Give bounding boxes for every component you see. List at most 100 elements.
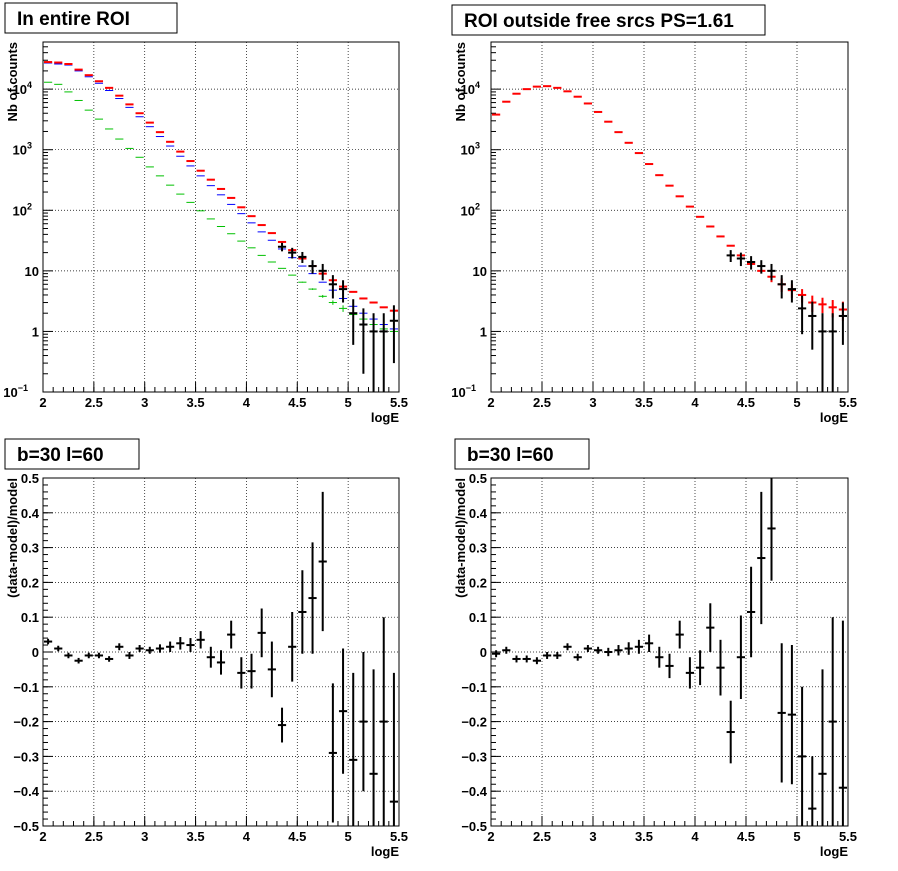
data-point [125,652,134,659]
x-tick-label: 3.5 [635,395,653,410]
chart-pad-2: 2 2.5 3 3.5 4 4.5 5 5.5 10−1 1 10 102 103 104 logE Nb o… [451,4,857,425]
y-tick-label: 0.5 [469,471,487,486]
data-point [44,638,53,645]
y-axis-title: (data-model)/model [453,478,468,598]
y-tick-label: 10−1 [3,383,28,400]
data-point [369,313,378,392]
chart-pad-4: 2 2.5 3 3.5 4 4.5 5 5.5 −0.5 −0.4 −0.3 −0.2 −0.1 0 0.1… [453,438,857,859]
data-point [237,657,246,689]
data-point [298,570,307,654]
x-tick-label: 3 [589,829,596,844]
data-point [838,620,847,826]
data-point [379,617,388,826]
x-axis-title: logE [371,844,399,859]
x-axis-title: logE [820,844,848,859]
data-point [553,652,562,659]
data-point [379,313,388,392]
data-point [176,637,185,650]
y-tick-label: 102 [13,201,32,218]
data-point [747,566,756,658]
data-point [277,707,287,743]
data-point [818,297,827,314]
x-tick-label: 2 [39,829,46,844]
data-point [349,299,358,345]
x-tick-label: 3.5 [187,829,205,844]
x-tick-label: 2.5 [533,395,551,410]
data-point [594,646,603,654]
data-point [216,650,226,675]
x-tick-label: 4 [691,829,699,844]
data-point [389,672,398,826]
data-point [267,641,276,698]
data-point [777,643,786,783]
data-point [818,669,827,826]
data-point [757,491,766,625]
y-tick-label: 0.1 [469,610,487,625]
x-tick-label: 3.5 [635,829,653,844]
data-series-3 [44,61,398,312]
data-point [369,669,378,826]
y-tick-label: 0.1 [21,610,39,625]
data-point [288,274,297,276]
data-point [206,646,215,668]
x-tick-label: 5.5 [839,395,857,410]
y-tick-label: 0.3 [469,541,487,556]
data-point [318,263,327,281]
y-tick-label: 0.4 [21,506,40,521]
x-tick-label: 2.5 [85,829,103,844]
chart-pad-3: 2 2.5 3 3.5 4 4.5 5 5.5 −0.5 −0.4 −0.3 −0.2 −0.1 0 0.1… [4,438,408,859]
data-point [308,288,317,290]
y-axis-title: Nb of counts [453,42,468,121]
x-tick-label: 2.5 [85,395,103,410]
data-point [736,252,745,267]
data-point [655,646,664,668]
data-point [338,280,348,303]
data-point [166,641,175,652]
data-series-2 [726,250,847,392]
data-point [349,672,358,826]
y-tick-label: −0.4 [13,784,39,799]
data-point [502,646,511,654]
data-point [359,652,368,792]
y-tick-label: 1 [32,324,39,339]
data-point [685,657,694,689]
x-tick-label: 4.5 [737,829,755,844]
data-point [308,542,317,654]
x-tick-label: 4 [243,829,251,844]
chart-title: b=30 l=60 [17,445,104,466]
data-point [308,260,317,274]
data-point [94,652,104,659]
plot-frame [42,41,400,393]
y-tick-label: −0.2 [461,715,487,730]
chart-title: b=30 l=60 [467,445,554,466]
y-axis-title: (data-model)/model [5,478,20,598]
data-point [828,617,837,826]
x-axis-title: logE [371,410,399,425]
data-point [767,263,776,281]
data-point [196,631,205,649]
data-point [624,642,633,655]
y-tick-label: 0.4 [469,506,488,521]
data-point [512,655,521,663]
data-point [747,256,756,270]
y-tick-label: 10 [25,264,39,279]
data-point [359,308,368,374]
data-point [808,756,817,826]
chart-title-box [4,438,140,470]
y-tick-label: 0.2 [469,575,487,590]
data-point [716,639,725,696]
data-point [298,281,307,283]
x-tick-label: 3 [141,395,148,410]
data-point [726,700,735,764]
x-tick-label: 4.5 [737,395,755,410]
data-point [135,645,144,652]
data-point [74,657,83,664]
data-point [338,305,348,312]
data-point [563,643,572,651]
data-point [696,650,705,686]
data-point [298,251,307,263]
data-point [645,634,654,652]
x-tick-label: 5.5 [839,829,857,844]
data-point [798,686,807,826]
y-tick-label: 0.5 [21,471,39,486]
